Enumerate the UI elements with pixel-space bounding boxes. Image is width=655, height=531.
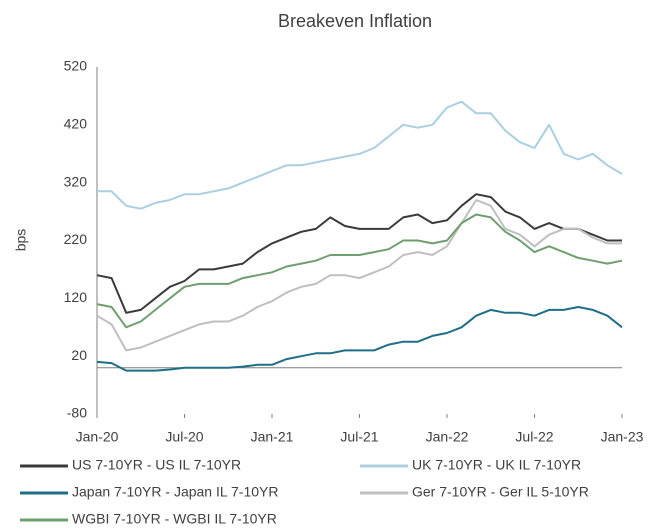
x-tick-label: Jul-20 (165, 429, 203, 445)
x-tick-label: Jan-21 (251, 429, 294, 445)
y-tick-label: 520 (64, 58, 88, 74)
y-tick-label: 120 (64, 289, 88, 305)
y-tick-label: -80 (67, 405, 87, 421)
x-tick-label: Jan-20 (76, 429, 119, 445)
legend-label: Japan 7-10YR - Japan IL 7-10YR (72, 484, 279, 500)
x-tick-label: Jul-22 (515, 429, 553, 445)
series-line (96, 306, 623, 372)
x-tick-label: Jan-22 (426, 429, 469, 445)
legend-label: UK 7-10YR - UK IL 7-10YR (412, 457, 581, 473)
series-line (97, 100, 623, 210)
legend-label: WGBI 7-10YR - WGBI IL 7-10YR (72, 511, 277, 527)
series-line (96, 199, 622, 352)
series-line (96, 213, 623, 329)
legend-label: US 7-10YR - US IL 7-10YR (72, 457, 241, 473)
y-tick-label: 420 (64, 116, 88, 132)
y-tick-label: 20 (71, 347, 87, 363)
x-tick-label: Jul-21 (340, 429, 378, 445)
y-tick-label: 220 (64, 231, 88, 247)
x-tick-label: Jan-23 (601, 429, 644, 445)
y-axis-label: bps (13, 229, 29, 252)
y-tick-label: 320 (64, 173, 88, 189)
series-line (96, 193, 622, 314)
chart-title: Breakeven Inflation (278, 11, 432, 31)
legend-label: Ger 7-10YR - Ger IL 5-10YR (412, 484, 589, 500)
